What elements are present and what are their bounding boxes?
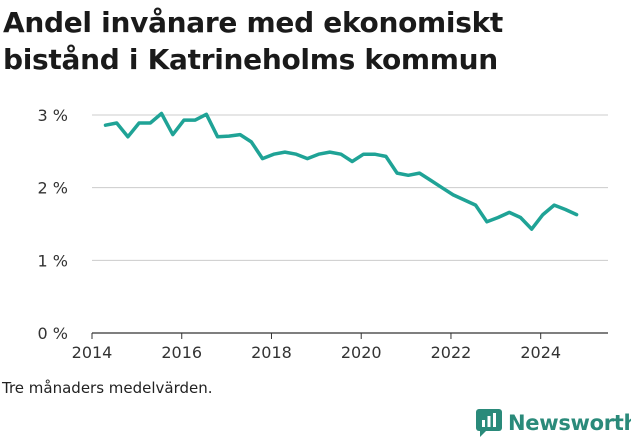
series-layer — [103, 111, 579, 231]
x-tick-label: 2016 — [161, 343, 202, 362]
x-tick-label: 2020 — [341, 343, 382, 362]
series-line — [103, 111, 579, 231]
line-chart: 0 % 1 % 2 % 3 % 2014 2016 2018 2020 2022 2024 — [38, 106, 608, 362]
gridlines — [92, 114, 608, 334]
x-tick-label: 2022 — [431, 343, 472, 362]
chart-title: Andel invånare med ekonomiskt bistånd i … — [3, 6, 504, 76]
y-tick-label: 3 % — [38, 106, 68, 125]
newsworthy-logo-icon — [476, 409, 502, 437]
y-tick-label: 2 % — [38, 179, 68, 198]
footnote: Tre månaders medelvärden. — [2, 379, 213, 397]
y-tick-labels: 0 % 1 % 2 % 3 % — [38, 106, 68, 343]
x-tick-label: 2014 — [72, 343, 113, 362]
x-tick-label: 2018 — [251, 343, 292, 362]
x-tick-label: 2024 — [520, 343, 561, 362]
brand-logo: Newsworthy — [476, 408, 631, 438]
y-tick-label: 0 % — [38, 324, 68, 343]
y-tick-label: 1 % — [38, 251, 68, 270]
brand-name: Newsworthy — [508, 411, 631, 435]
x-tick-labels: 2014 2016 2018 2020 2022 2024 — [72, 333, 561, 362]
